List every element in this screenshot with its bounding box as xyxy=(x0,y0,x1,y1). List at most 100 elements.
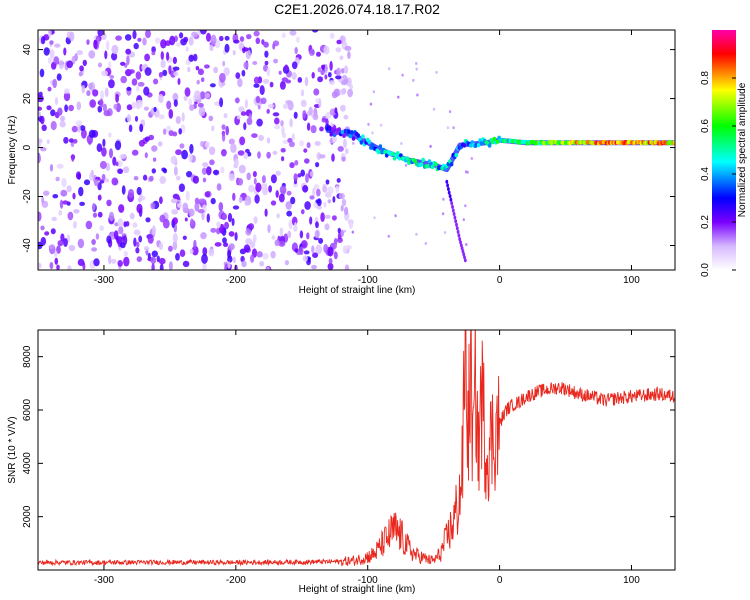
noise-speckle xyxy=(344,206,349,216)
noise-speckle xyxy=(331,153,335,162)
snr-x-axis-label: Height of straight line (km) xyxy=(299,584,416,595)
noise-speckle xyxy=(336,178,341,183)
noise-speckle xyxy=(40,115,45,125)
noise-speckle xyxy=(415,67,418,71)
noise-speckle xyxy=(131,101,137,109)
noise-speckle xyxy=(266,67,270,77)
noise-speckle xyxy=(340,205,344,212)
noise-speckle xyxy=(373,216,376,220)
noise-speckle xyxy=(320,69,325,76)
noise-speckle xyxy=(126,104,133,111)
noise-speckle xyxy=(275,190,279,198)
noise-speckle xyxy=(40,36,46,45)
noise-speckle xyxy=(77,258,85,266)
noise-speckle xyxy=(162,69,168,77)
noise-speckle xyxy=(147,234,154,244)
noise-speckle xyxy=(81,129,87,139)
noise-speckle xyxy=(85,220,93,230)
noise-speckle xyxy=(300,240,308,249)
noise-speckle xyxy=(210,197,216,205)
noise-speckle xyxy=(276,213,280,219)
noise-speckle xyxy=(182,202,189,213)
y-tick-label: 0 xyxy=(22,144,33,150)
noise-speckle xyxy=(264,208,268,217)
noise-speckle xyxy=(429,144,432,148)
noise-speckle xyxy=(246,151,252,157)
noise-speckle xyxy=(336,67,341,77)
noise-speckle xyxy=(288,219,293,230)
noise-speckle xyxy=(143,86,150,96)
noise-speckle xyxy=(294,160,299,166)
noise-speckle xyxy=(286,190,292,196)
noise-speckle xyxy=(264,50,269,58)
noise-speckle xyxy=(325,179,330,185)
noise-speckle xyxy=(301,209,305,215)
noise-speckle xyxy=(144,53,151,62)
y-tick-label: 2000 xyxy=(22,505,33,528)
colorbar-label: Normalized spectral amplitude xyxy=(737,82,748,217)
colorbar-ticks: 0.0 0.2 0.4 0.6 0.8 xyxy=(700,71,736,277)
noise-speckle xyxy=(335,75,342,80)
noise-speckle xyxy=(222,60,226,67)
noise-speckle xyxy=(103,110,111,117)
noise-speckle xyxy=(115,161,119,167)
noise-speckle xyxy=(340,104,346,112)
noise-speckle xyxy=(318,237,324,244)
noise-speckle xyxy=(158,71,163,78)
noise-speckle xyxy=(97,211,103,218)
noise-speckle xyxy=(412,78,415,82)
noise-speckle xyxy=(266,266,270,270)
noise-speckle xyxy=(54,257,59,265)
noise-speckle xyxy=(424,242,427,245)
noise-speckle xyxy=(176,175,181,181)
noise-speckle xyxy=(99,98,104,108)
noise-speckle xyxy=(38,211,42,222)
noise-speckle xyxy=(311,245,315,254)
noise-speckle xyxy=(400,142,403,145)
signal-ridge-point xyxy=(377,149,381,155)
signal-tail-point xyxy=(451,204,454,209)
y-tick-label: -20 xyxy=(22,189,33,204)
noise-speckle xyxy=(340,229,344,237)
noise-speckle xyxy=(308,106,313,116)
noise-speckle xyxy=(306,122,311,131)
signal-tail-point xyxy=(455,226,459,231)
noise-speckle xyxy=(126,86,132,91)
noise-speckle xyxy=(111,44,119,55)
noise-speckle xyxy=(127,188,135,199)
noise-speckle xyxy=(327,199,332,204)
noise-speckle xyxy=(202,262,207,270)
noise-speckle xyxy=(182,235,187,240)
noise-speckle xyxy=(315,98,320,104)
noise-speckle xyxy=(344,264,350,270)
noise-speckle xyxy=(138,197,142,203)
noise-speckle xyxy=(41,196,45,204)
noise-speckle xyxy=(462,218,465,222)
noise-speckle xyxy=(280,120,284,127)
noise-speckle xyxy=(206,213,210,223)
noise-speckle xyxy=(244,200,249,206)
noise-speckle xyxy=(312,187,316,198)
noise-speckle xyxy=(271,235,276,240)
noise-speckle xyxy=(338,192,345,200)
noise-speckle xyxy=(72,192,76,200)
noise-speckle xyxy=(335,47,342,53)
noise-speckle xyxy=(112,156,117,166)
noise-speckle xyxy=(100,90,105,100)
noise-speckle xyxy=(300,169,306,177)
noise-speckle xyxy=(279,81,286,90)
noise-speckle xyxy=(320,212,325,223)
noise-speckle xyxy=(388,67,391,71)
noise-speckle xyxy=(43,47,50,56)
signal-ridge-point xyxy=(405,156,410,161)
noise-speckle xyxy=(250,254,255,263)
noise-speckle xyxy=(117,218,124,228)
signal-tail-point xyxy=(451,208,455,213)
noise-speckle xyxy=(294,47,298,55)
noise-speckle xyxy=(151,145,158,152)
noise-speckle xyxy=(56,245,61,254)
noise-speckle xyxy=(306,232,310,240)
signal-tail-point xyxy=(455,222,458,227)
noise-speckle xyxy=(158,242,164,250)
noise-speckle xyxy=(119,154,127,159)
